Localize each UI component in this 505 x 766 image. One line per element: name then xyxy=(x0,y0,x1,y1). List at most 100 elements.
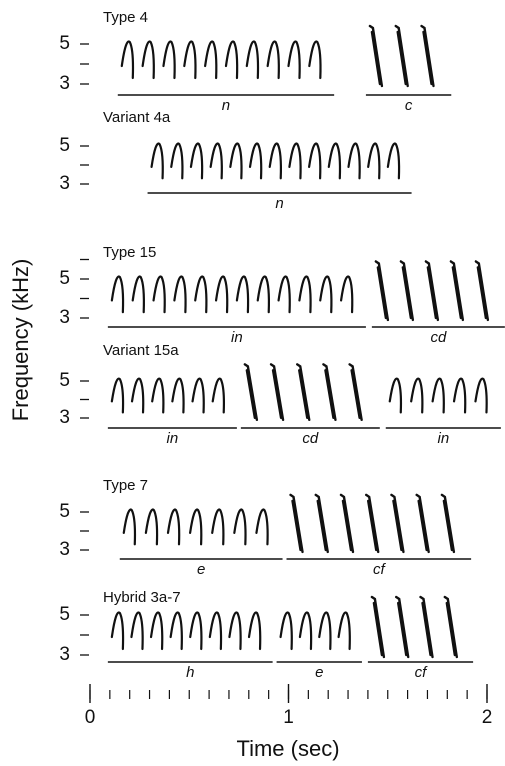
syllable xyxy=(431,377,445,414)
segment-label: cf xyxy=(415,664,429,681)
x-tick-label: 0 xyxy=(85,707,96,728)
segment-label: cd xyxy=(430,329,447,346)
syllable xyxy=(370,595,386,659)
segment-label: in xyxy=(437,430,449,447)
syllable xyxy=(443,595,459,659)
y-tick-label: 3 xyxy=(59,407,70,428)
syllable xyxy=(319,275,333,314)
syllable xyxy=(166,508,181,546)
syllable xyxy=(394,24,409,88)
syllable xyxy=(390,493,405,554)
syllable xyxy=(110,611,125,651)
syllable xyxy=(173,275,187,314)
syllable xyxy=(171,377,185,414)
syllable xyxy=(189,611,203,651)
syllable xyxy=(395,595,410,659)
syllable xyxy=(347,142,361,180)
syllable xyxy=(144,508,159,546)
syllable xyxy=(266,40,280,80)
syllable xyxy=(388,377,403,414)
segment-label: cf xyxy=(373,561,387,578)
syllable xyxy=(367,142,381,180)
syllable xyxy=(474,260,490,322)
syllable xyxy=(365,493,380,554)
y-tick-label: 3 xyxy=(59,173,70,194)
syllable xyxy=(269,363,285,422)
syllable xyxy=(287,40,301,80)
segment-label: cd xyxy=(302,430,319,447)
syllable xyxy=(268,142,283,180)
syllable xyxy=(415,493,430,554)
segment-label: n xyxy=(222,97,230,114)
syllable xyxy=(339,275,354,314)
y-tick-label: 3 xyxy=(59,307,70,328)
syllable xyxy=(298,275,312,314)
syllable xyxy=(130,377,145,414)
syllable xyxy=(256,275,271,314)
syllable xyxy=(308,40,322,80)
y-tick-label: 5 xyxy=(59,370,70,391)
syllable xyxy=(169,611,183,651)
x-tick-label: 2 xyxy=(482,707,493,728)
segment-label: c xyxy=(405,97,413,114)
syllable xyxy=(296,363,311,422)
syllable xyxy=(149,611,164,651)
syllable xyxy=(150,142,164,180)
syllable xyxy=(399,260,415,322)
syllable xyxy=(204,40,218,80)
syllable xyxy=(214,275,229,314)
syllable xyxy=(183,40,197,80)
syllable xyxy=(209,142,223,180)
y-tick-label: 5 xyxy=(59,33,70,54)
syllable xyxy=(440,493,456,554)
syllable xyxy=(131,275,145,314)
panel-title: Type 7 xyxy=(103,477,148,494)
syllable xyxy=(189,508,203,546)
syllable xyxy=(189,142,204,180)
panel-title: Hybrid 3a-7 xyxy=(103,589,181,606)
segment-label: e xyxy=(315,664,323,681)
syllable xyxy=(289,493,304,554)
syllable xyxy=(368,24,384,88)
syllable xyxy=(308,142,322,180)
syllable xyxy=(420,24,435,88)
syllable xyxy=(386,142,401,180)
y-tick-label: 3 xyxy=(59,539,70,560)
syllable xyxy=(141,40,155,80)
syllable xyxy=(194,275,208,314)
syllable xyxy=(452,377,467,414)
syllable xyxy=(162,40,176,80)
syllable xyxy=(224,40,239,80)
panel-title: Type 15 xyxy=(103,244,156,261)
syllable xyxy=(211,508,225,546)
syllable xyxy=(374,260,390,322)
y-axis-label: Frequency (kHz) xyxy=(8,259,33,422)
syllable xyxy=(122,508,137,546)
panel-title: Variant 15a xyxy=(103,342,179,359)
y-tick-label: 3 xyxy=(59,644,70,665)
syllable xyxy=(120,40,135,80)
x-axis-label: Time (sec) xyxy=(236,736,339,761)
y-tick-label: 5 xyxy=(59,135,70,156)
syllable xyxy=(314,493,329,554)
syllable xyxy=(348,363,363,422)
segment-label: in xyxy=(231,329,243,346)
y-tick-label: 5 xyxy=(59,268,70,289)
syllable xyxy=(449,260,465,322)
syllable xyxy=(191,377,205,414)
segment-label: h xyxy=(186,664,194,681)
syllable xyxy=(288,142,302,180)
syllable xyxy=(245,40,260,80)
syllable xyxy=(424,260,440,322)
syllable xyxy=(337,611,351,651)
syllable xyxy=(322,363,337,422)
syllable xyxy=(151,377,165,414)
y-tick-label: 3 xyxy=(59,73,70,94)
syllable xyxy=(110,275,125,314)
syllable xyxy=(170,142,184,180)
syllable xyxy=(152,275,166,314)
syllable xyxy=(410,377,424,414)
syllable xyxy=(211,377,226,414)
syllable xyxy=(298,611,313,651)
